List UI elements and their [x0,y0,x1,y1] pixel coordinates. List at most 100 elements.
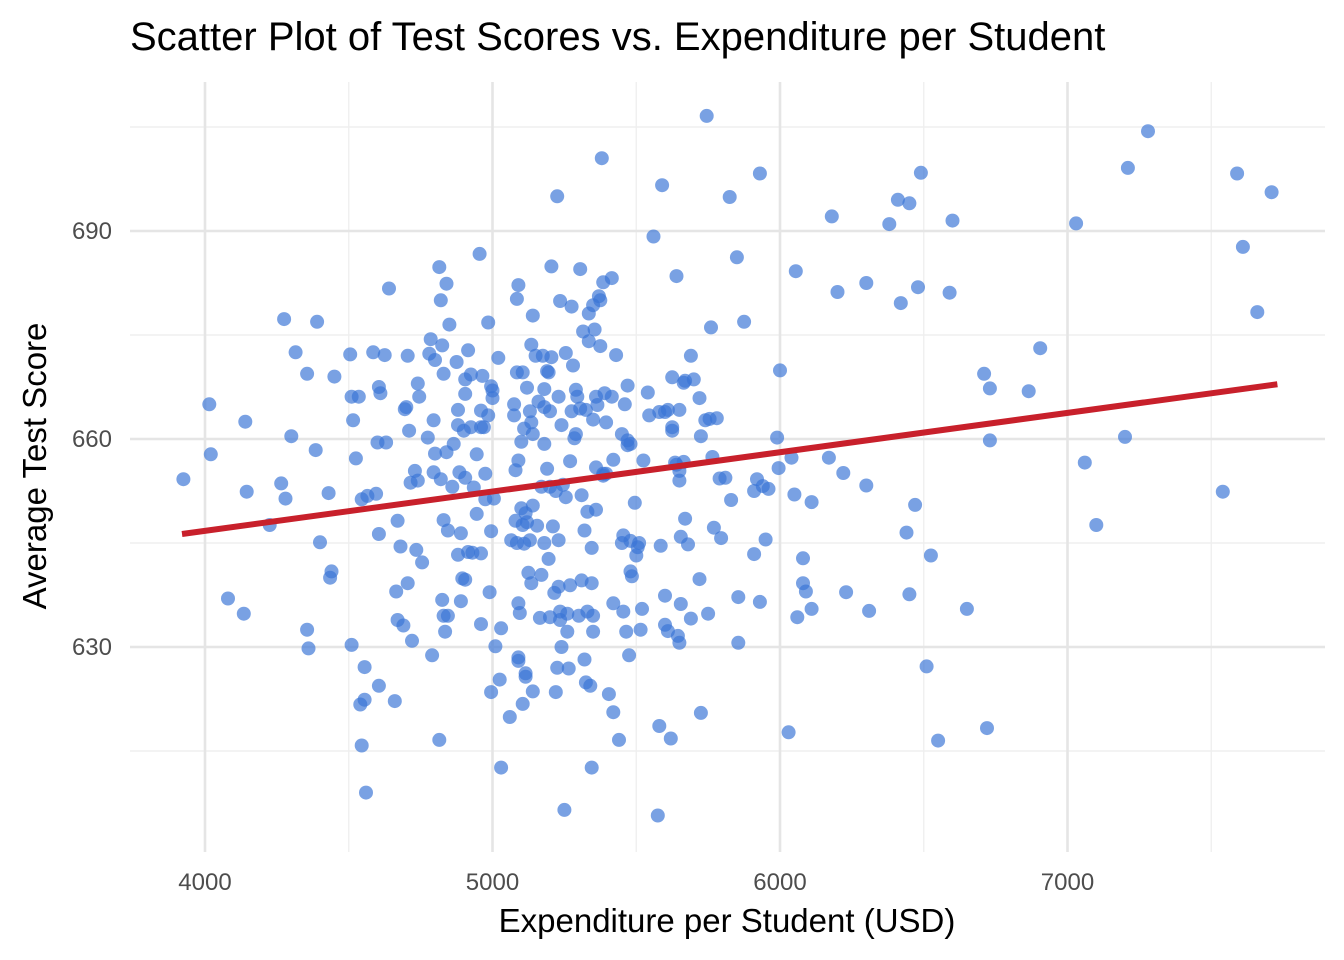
data-point [472,246,487,261]
data-point [804,601,819,616]
data-point [619,624,634,639]
data-points [176,108,1279,823]
data-point [586,412,601,427]
data-point [469,506,484,521]
data-point [650,808,665,823]
data-point [357,692,372,707]
data-point [620,378,635,393]
data-point [1089,518,1104,532]
data-point [540,461,555,476]
data-point [387,694,402,709]
data-point [522,404,537,419]
data-point [1021,384,1036,399]
data-point [428,446,442,461]
data-point [627,495,642,510]
data-point [770,430,785,445]
data-point [524,576,539,591]
data-point [393,539,408,554]
data-point [409,542,424,557]
data-point [584,540,599,555]
data-point [577,652,592,667]
data-point [752,166,767,181]
data-point [609,348,624,363]
data-point [481,408,496,423]
data-point [324,564,339,579]
data-point [692,391,707,406]
data-point [1120,160,1135,175]
data-point [530,518,545,533]
data-point [686,372,701,387]
data-point [453,594,468,609]
data-point [203,447,218,462]
data-point [665,370,680,385]
data-point [942,285,957,300]
data-point [284,429,299,444]
data-point [494,760,509,775]
y-tick-label: 660 [72,426,112,453]
data-point [494,621,509,636]
data-point [681,537,695,552]
data-point [923,548,938,563]
data-point [491,350,506,365]
data-point [584,576,599,591]
data-point [573,262,588,277]
data-point [561,661,576,676]
y-axis-title: Average Test Score [16,323,53,610]
data-point [469,447,484,462]
data-point [564,299,579,314]
data-point [790,610,805,625]
data-point [586,624,601,639]
data-point [560,606,575,621]
data-point [541,365,556,380]
data-point [511,453,526,468]
data-point [646,229,661,244]
data-point [343,347,358,362]
data-point [507,408,522,423]
data-point [553,294,568,308]
data-point [722,190,737,204]
data-point [919,659,934,674]
data-point [537,436,552,451]
data-point [1118,429,1132,444]
data-point [532,610,547,625]
data-point [432,260,447,275]
data-point [410,473,425,488]
data-point [1141,124,1155,139]
data-point [435,592,450,607]
data-point [371,678,386,693]
data-point [640,385,655,400]
data-point [522,533,537,548]
trend-line [181,381,1278,537]
data-point [415,555,430,570]
data-point [977,366,992,381]
data-point [545,519,560,534]
data-point [481,315,496,330]
data-point [525,308,540,323]
data-point [382,281,396,296]
data-point [463,420,478,435]
data-point [683,611,698,626]
data-point [704,320,718,335]
data-point [982,433,997,448]
data-point [761,481,776,496]
data-point [300,366,315,381]
data-point [731,635,746,650]
data-point [485,391,500,406]
data-point [525,498,540,513]
data-point [373,386,388,401]
data-point [758,532,773,547]
data-point [440,523,455,538]
data-point [440,608,455,623]
data-point [593,293,608,308]
data-point [899,525,914,540]
y-tick-label: 690 [72,218,112,245]
data-point [478,466,493,481]
data-point [913,165,928,180]
y-tick-label: 630 [72,634,112,661]
data-point [773,363,787,378]
data-point [699,108,714,123]
data-point [425,648,440,663]
data-point [412,389,427,404]
data-point [524,415,539,430]
